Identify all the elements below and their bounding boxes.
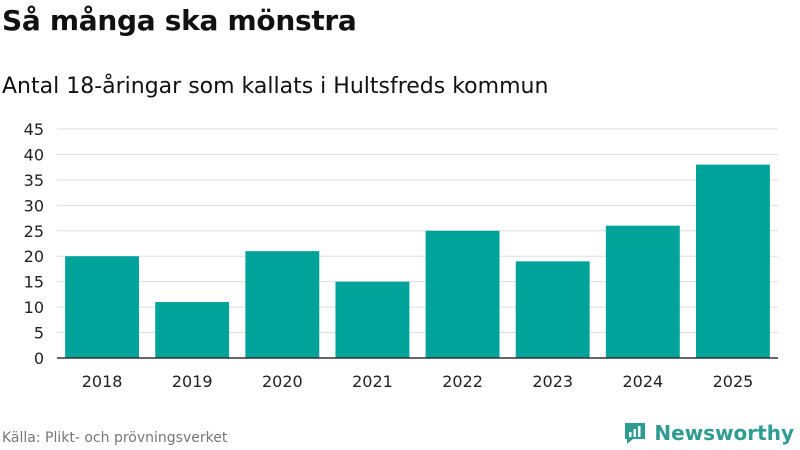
x-tick-label: 2021 [352,372,393,391]
bar-2019[interactable] [155,302,230,358]
x-tick-label: 2023 [532,372,573,391]
bar-2022[interactable] [425,230,500,358]
chart-title: Så många ska mönstra [2,4,357,37]
x-tick-label: 2024 [622,372,663,391]
y-tick-label: 35 [24,171,44,190]
bar-2025[interactable] [695,164,770,358]
y-tick-label: 15 [24,273,44,292]
x-tick-label: 2025 [713,372,754,391]
bar-2020[interactable] [245,251,320,358]
y-tick-label: 40 [24,145,44,164]
bars [65,164,770,358]
y-tick-label: 10 [24,298,44,317]
y-tick-label: 5 [34,324,44,343]
brand-logo[interactable]: Newsworthy [622,420,794,446]
x-tick-label: 2022 [442,372,483,391]
bar-2018[interactable] [65,256,140,358]
newsworthy-logo-icon [625,423,646,444]
bar-2021[interactable] [335,281,410,358]
source-note: Källa: Plikt- och prövningsverket [2,430,228,446]
brand-name: Newsworthy [654,421,794,445]
bar-2024[interactable] [605,225,680,358]
y-tick-label: 45 [24,120,44,139]
y-tick-label: 25 [24,222,44,241]
x-tick-label: 2018 [82,372,123,391]
y-tick-label: 20 [24,247,44,266]
y-axis-ticks: 0 5 10 15 20 25 30 35 40 45 [24,120,44,368]
x-tick-label: 2019 [172,372,213,391]
chart-subtitle: Antal 18-åringar som kallats i Hultsfred… [2,74,549,99]
x-tick-label: 2020 [262,372,303,391]
y-tick-label: 0 [34,349,44,368]
bar-2023[interactable] [515,261,590,358]
y-tick-label: 30 [24,196,44,215]
x-axis-ticks: 2018 2019 2020 2021 2022 2023 2024 2025 [82,372,754,391]
